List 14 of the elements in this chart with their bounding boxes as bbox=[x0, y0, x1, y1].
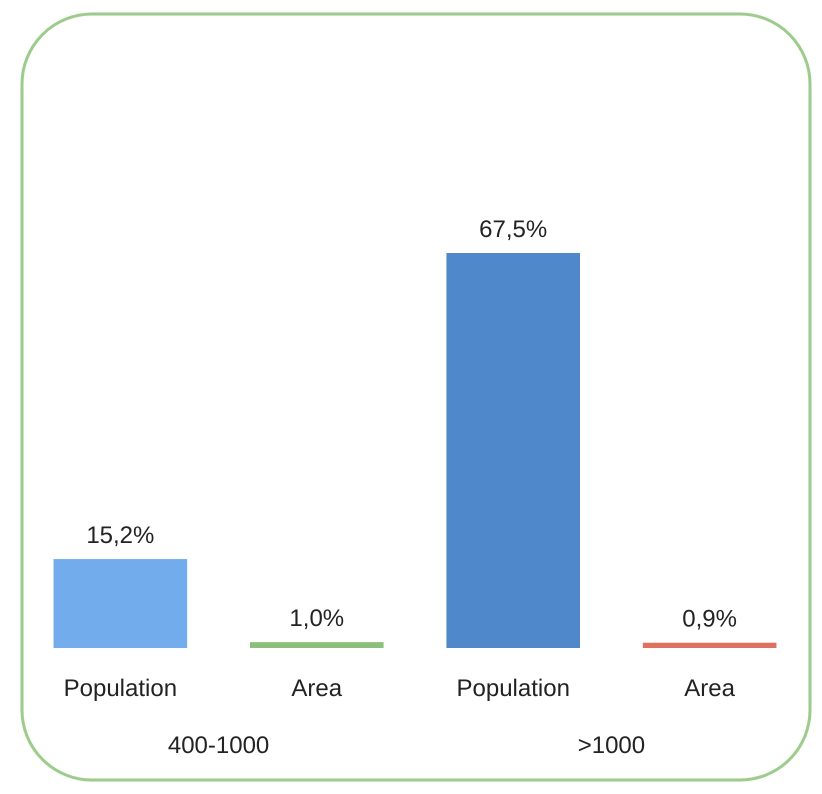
bar bbox=[250, 642, 384, 648]
x-tick-label: Area bbox=[291, 675, 343, 702]
bar bbox=[54, 559, 188, 648]
bar bbox=[642, 642, 776, 648]
x-tick-label: Population bbox=[456, 675, 570, 702]
x-tick-label: Population bbox=[64, 675, 178, 702]
x-tick-label: Area bbox=[684, 675, 736, 702]
data-label: 15,2% bbox=[86, 522, 154, 550]
data-label: 0,9% bbox=[682, 606, 737, 633]
text: >1000 bbox=[578, 732, 646, 759]
text: 400-1000 bbox=[168, 732, 270, 759]
data-label: 1,0% bbox=[289, 605, 344, 632]
bar bbox=[446, 253, 580, 648]
data-label: 67,5% bbox=[479, 216, 548, 243]
